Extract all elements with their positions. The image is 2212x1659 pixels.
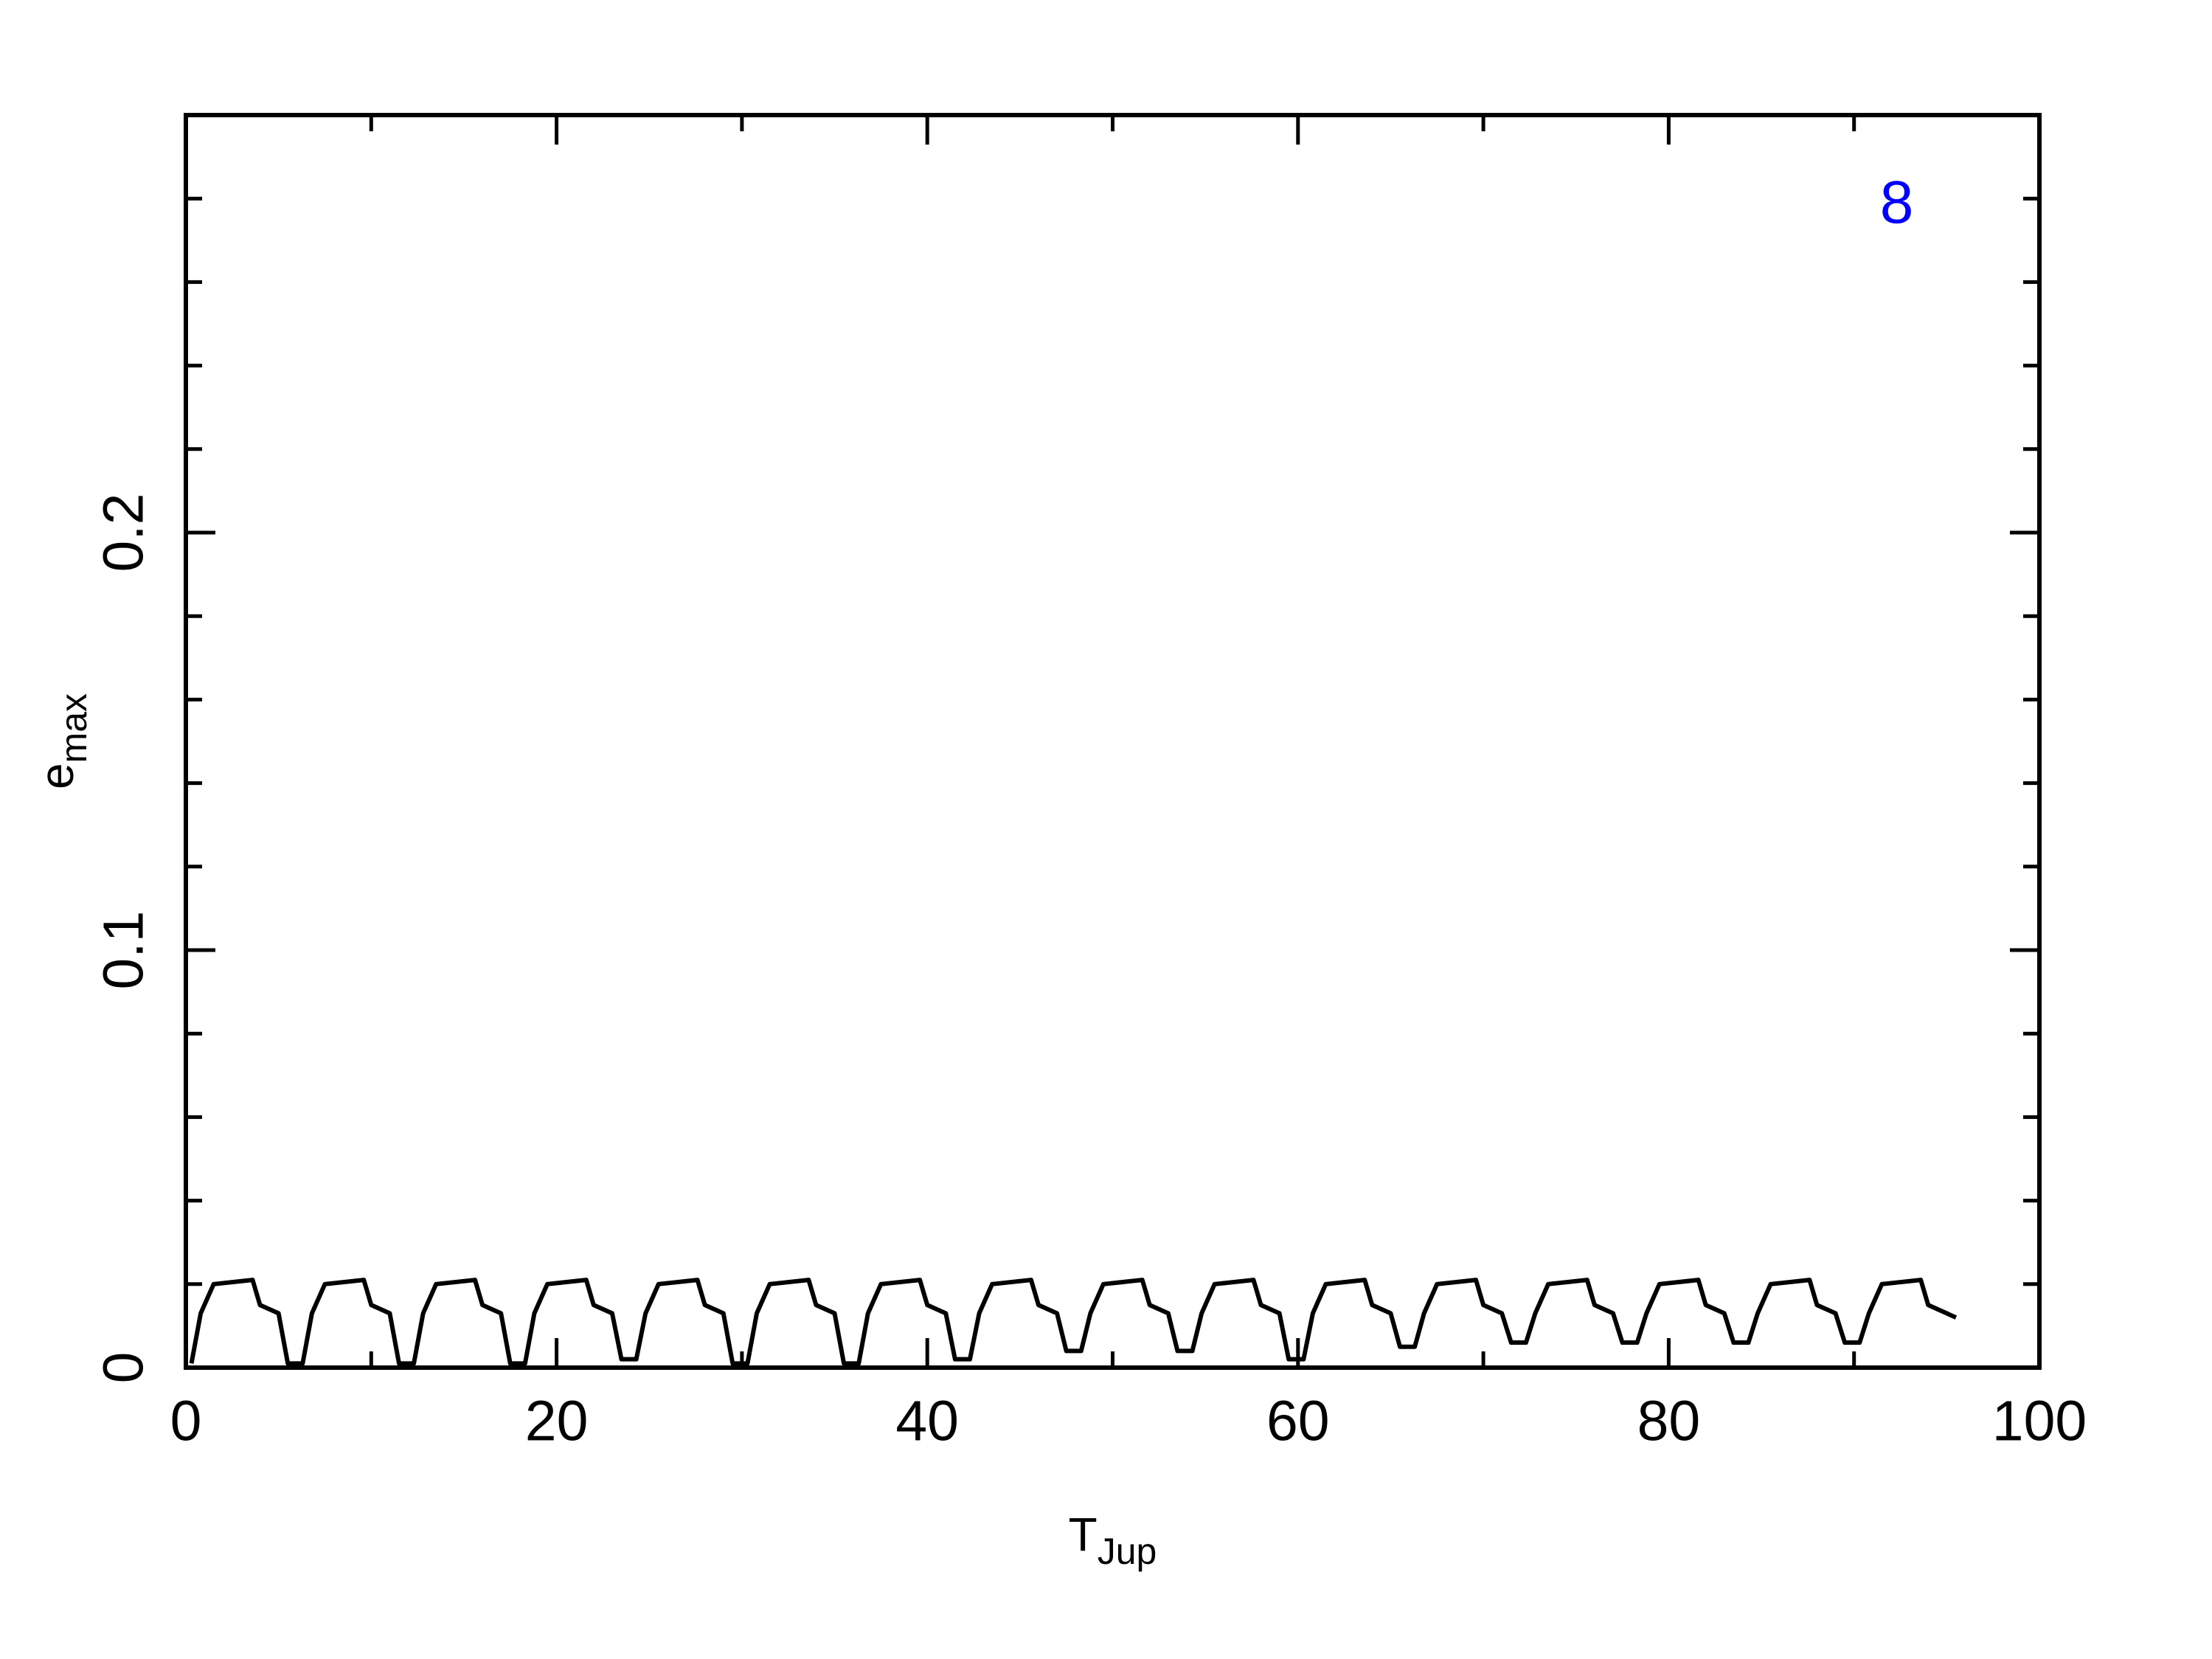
data-line: [189, 1278, 1958, 1366]
y-tick-label: 0: [91, 1352, 155, 1384]
x-tick-label: 80: [1637, 1389, 1701, 1452]
x-tick-label: 0: [170, 1389, 202, 1452]
annotation: 8: [1880, 169, 1914, 236]
x-axis-label-main: T: [1069, 1508, 1098, 1561]
plot-frame: [184, 113, 2042, 1370]
x-tick-label: 100: [1992, 1389, 2087, 1452]
y-tick-label: 0.2: [91, 493, 155, 572]
y-axis-label-sub: max: [53, 693, 94, 763]
y-axis-label-main: e: [30, 763, 83, 789]
x-tick-label: 40: [895, 1389, 959, 1452]
x-tick-label: 60: [1266, 1389, 1330, 1452]
y-tick-label: 0.1: [91, 910, 155, 989]
x-axis-label: TJup: [1069, 1508, 1157, 1572]
x-tick-label: 20: [525, 1389, 589, 1452]
x-axis-label-sub: Jup: [1098, 1531, 1157, 1572]
y-axis-label: emax: [30, 693, 94, 789]
